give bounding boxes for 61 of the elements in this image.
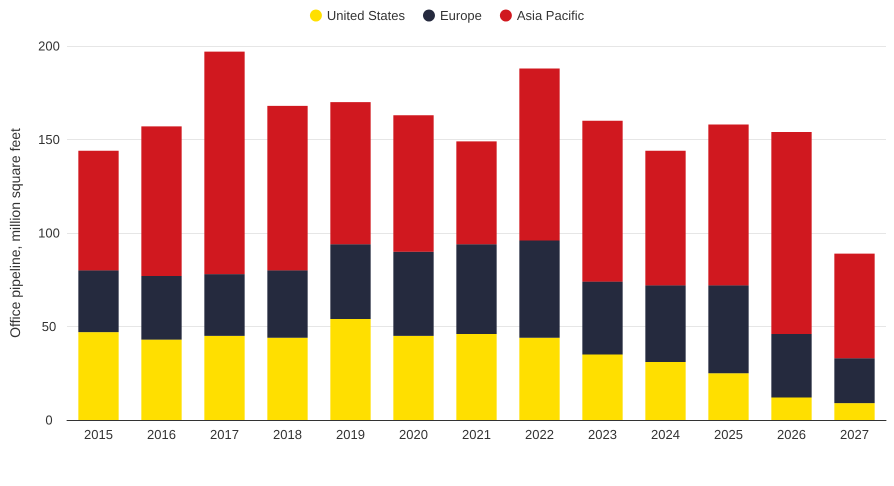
legend-label: Asia Pacific [516, 8, 585, 23]
y-tick-label: 100 [38, 226, 60, 240]
bar [78, 150, 119, 270]
bar [771, 398, 812, 420]
bar [330, 319, 371, 420]
x-tick-label: 2025 [714, 427, 743, 442]
bar [456, 141, 497, 244]
bar [330, 102, 371, 244]
y-tick-label: 0 [45, 412, 53, 428]
x-tick-label: 2017 [210, 427, 239, 442]
bar [393, 336, 434, 420]
bar [834, 403, 875, 420]
x-tick-label: 2023 [588, 427, 617, 442]
bar [78, 332, 119, 420]
y-tick-label: 150 [38, 132, 60, 147]
bar [456, 244, 497, 334]
bar [141, 276, 182, 340]
bar [708, 285, 749, 374]
bar [267, 338, 308, 420]
bar [771, 132, 812, 334]
bar [708, 124, 749, 286]
bar [519, 338, 560, 420]
bar [834, 358, 875, 404]
x-tick-label: 2022 [525, 427, 554, 442]
bar [834, 254, 875, 358]
bar [771, 334, 812, 398]
y-tick-label: 50 [42, 319, 56, 334]
bar [141, 126, 182, 276]
x-tick-label: 2016 [147, 427, 176, 442]
x-tick-label: 2021 [462, 427, 491, 442]
legend-label: United States [326, 8, 406, 23]
y-axis-title: Office pipeline, million square feet [7, 128, 23, 338]
bar [582, 120, 623, 282]
x-tick-label: 2019 [336, 427, 365, 442]
bar [519, 240, 560, 338]
bar [645, 362, 686, 420]
bar [204, 336, 245, 420]
bar [519, 68, 560, 240]
bar [393, 252, 434, 336]
x-tick-label: 2015 [84, 427, 113, 442]
bar [267, 106, 308, 270]
x-tick-label: 2024 [651, 427, 680, 442]
bar [645, 285, 686, 362]
bar [204, 52, 245, 274]
bar [456, 334, 497, 420]
bar [708, 373, 749, 420]
legend-label: Europe [440, 8, 482, 23]
x-tick-label: 2020 [399, 427, 428, 442]
bar [267, 270, 308, 338]
bar [582, 282, 623, 355]
bar [78, 270, 119, 332]
x-tick-label: 2026 [777, 427, 806, 442]
bar [393, 115, 434, 252]
bar [645, 150, 686, 286]
y-tick-label: 200 [38, 38, 60, 54]
bar [330, 244, 371, 320]
bar [204, 274, 245, 336]
x-tick-label: 2018 [273, 427, 302, 442]
bar [582, 354, 623, 420]
x-tick-label: 2027 [840, 427, 869, 442]
bar [141, 340, 182, 420]
